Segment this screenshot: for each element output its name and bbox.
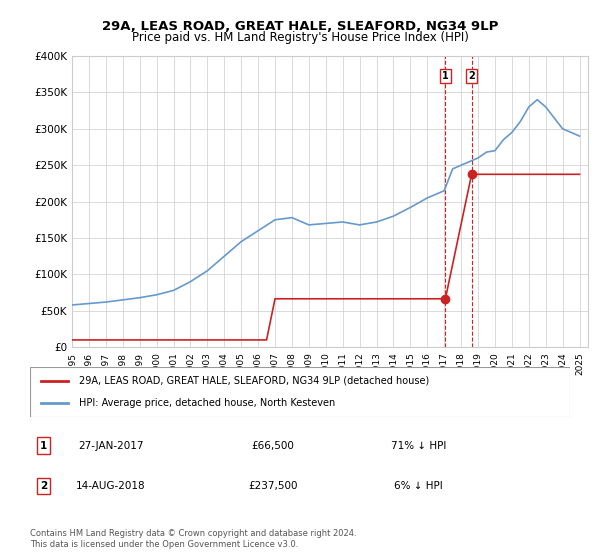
Text: HPI: Average price, detached house, North Kesteven: HPI: Average price, detached house, Nort… [79, 398, 335, 408]
Text: Price paid vs. HM Land Registry's House Price Index (HPI): Price paid vs. HM Land Registry's House … [131, 31, 469, 44]
Text: 14-AUG-2018: 14-AUG-2018 [76, 481, 146, 491]
Text: 1: 1 [442, 71, 449, 81]
Text: 1: 1 [40, 441, 47, 451]
Text: £66,500: £66,500 [251, 441, 295, 451]
Text: 29A, LEAS ROAD, GREAT HALE, SLEAFORD, NG34 9LP: 29A, LEAS ROAD, GREAT HALE, SLEAFORD, NG… [102, 20, 498, 32]
Text: 27-JAN-2017: 27-JAN-2017 [78, 441, 144, 451]
Text: 71% ↓ HPI: 71% ↓ HPI [391, 441, 446, 451]
Text: 2: 2 [40, 481, 47, 491]
Text: Contains HM Land Registry data © Crown copyright and database right 2024.
This d: Contains HM Land Registry data © Crown c… [30, 529, 356, 549]
Text: £237,500: £237,500 [248, 481, 298, 491]
Text: 2: 2 [468, 71, 475, 81]
Text: 29A, LEAS ROAD, GREAT HALE, SLEAFORD, NG34 9LP (detached house): 29A, LEAS ROAD, GREAT HALE, SLEAFORD, NG… [79, 376, 429, 386]
Text: 6% ↓ HPI: 6% ↓ HPI [394, 481, 443, 491]
FancyBboxPatch shape [30, 367, 570, 417]
